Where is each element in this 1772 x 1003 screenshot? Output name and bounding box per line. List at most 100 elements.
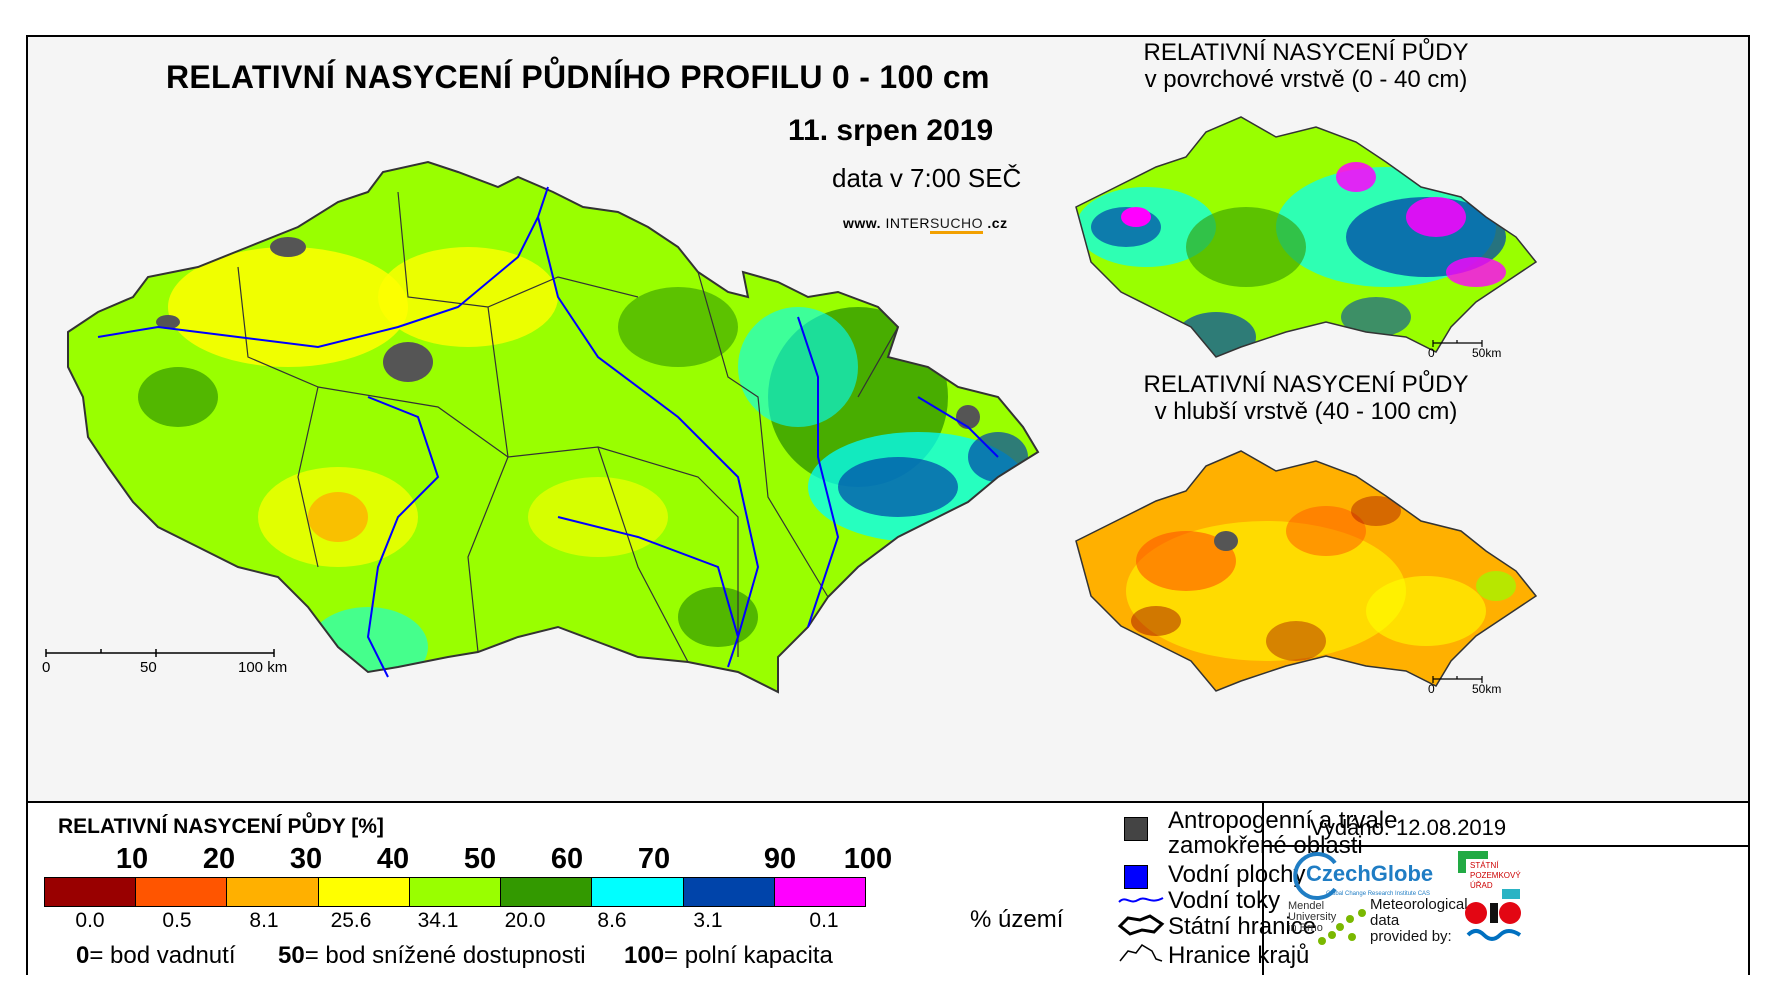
- symbol-state-border: Státní hranice: [1168, 913, 1317, 940]
- map-frame: RELATIVNÍ NASYCENÍ PŮDNÍHO PROFILU 0 - 1…: [26, 35, 1750, 975]
- inset-bottom-scale-bar: [1432, 676, 1483, 683]
- website-brand-b: SUCHO: [929, 215, 983, 234]
- inset-bottom-title-line1: RELATIVNÍ NASYCENÍ PŮDY: [1143, 371, 1469, 398]
- spu-logo-line1: STÁTNÍ: [1470, 861, 1499, 870]
- legend-percent: 20.0: [504, 909, 546, 932]
- legend-note-value: 100: [624, 942, 665, 969]
- map-time: data v 7:00 SEČ: [832, 163, 1022, 193]
- inset-bottom-title-line2: v hlubší vrstvě (40 - 100 cm): [1154, 398, 1458, 425]
- chmi-logo-icon: [1465, 902, 1522, 941]
- legend-threshold: 30: [289, 843, 323, 875]
- mendel-logo-line1: Mendel: [1288, 900, 1325, 912]
- legend-note-text: = polní kapacita: [664, 942, 833, 969]
- meteo-provider-line2: data: [1370, 912, 1400, 929]
- legend-threshold: 40: [376, 843, 410, 875]
- legend-percent-unit: % území: [970, 906, 1064, 933]
- main-scale-label-100: 100 km: [238, 659, 288, 676]
- website-post: .cz: [987, 215, 1008, 231]
- symbol-region-border: Hranice krajů: [1168, 942, 1310, 969]
- website-link[interactable]: www. INTERSUCHO .cz: [843, 215, 1008, 234]
- legend-threshold: 20: [202, 843, 236, 875]
- legend-swatch: [45, 878, 137, 906]
- legend-swatch: [409, 878, 502, 906]
- mendel-logo-icon: [1318, 909, 1366, 945]
- legend-colorbar: [44, 877, 866, 907]
- meteo-provider-line1: Meteorological: [1370, 896, 1468, 913]
- main-scale-bar: [45, 649, 275, 657]
- issued-date: Vydáno: 12.08.2019: [1310, 815, 1507, 840]
- issued-divider: [1264, 845, 1748, 847]
- main-map: [67, 160, 1040, 694]
- legend-percent: 0.5: [162, 909, 192, 932]
- blue-square-icon: [1124, 865, 1148, 889]
- czechglobe-logo-icon: [1293, 852, 1337, 900]
- inset-top-scale-bar: [1432, 340, 1483, 347]
- legend-percent: 3.1: [693, 909, 723, 932]
- legend-swatch: [136, 878, 228, 906]
- legend-note-text: = bod snížené dostupnosti: [304, 942, 586, 969]
- map-title: RELATIVNÍ NASYCENÍ PŮDNÍHO PROFILU 0 - 1…: [166, 59, 990, 95]
- spu-logo-line3: ÚŘAD: [1470, 881, 1493, 890]
- legend-percent: 0.0: [75, 909, 105, 932]
- czechglobe-logo-subtitle: Global Change Research Institute CAS: [1326, 891, 1431, 897]
- spu-logo-accent: [1502, 889, 1520, 899]
- meteo-provider-text: Meteorological data provided by:: [1370, 897, 1468, 945]
- inset-top-scale-0: 0: [1428, 346, 1435, 360]
- river-line-icon: [1118, 897, 1164, 903]
- region-outline-icon: [1119, 944, 1163, 962]
- mendel-logo-line3: in Brno: [1288, 922, 1323, 934]
- mendel-logo-line2: University: [1288, 911, 1337, 923]
- border-outline-icon: [1117, 914, 1165, 936]
- gray-square-icon: [1124, 817, 1148, 841]
- legend-threshold: 70: [637, 843, 671, 875]
- legend-threshold: 60: [550, 843, 584, 875]
- legend-percent: 8.1: [249, 909, 279, 932]
- spu-logo-text: STÁTNÍ POZEMKOVÝ ÚŘAD: [1470, 861, 1521, 891]
- legend-note-reduced: 50= bod snížené dostupnosti: [278, 942, 586, 970]
- legend-percent: 0.1: [809, 909, 839, 932]
- legend-percent: 34.1: [417, 909, 459, 932]
- legend-percent: 25.6: [330, 909, 372, 932]
- legend-note-value: 50: [278, 942, 305, 969]
- symbol-rivers: Vodní toky: [1168, 887, 1281, 914]
- legend-panel: RELATIVNÍ NASYCENÍ PŮDY [%] 10 20 30 40 …: [28, 801, 1748, 975]
- symbol-water-bodies: Vodní plochy: [1168, 861, 1306, 888]
- legend-note-wilting: 0= bod vadnutí: [76, 942, 235, 970]
- legend-swatch: [683, 878, 775, 906]
- inset-top-title: RELATIVNÍ NASYCENÍ PŮDY v povrchové vrst…: [1096, 39, 1516, 93]
- spu-logo-icon: [1458, 851, 1488, 859]
- inset-top-map: [1075, 116, 1538, 358]
- legend-swatch: [592, 878, 684, 906]
- spu-logo-bar: [1458, 851, 1466, 873]
- legend-threshold: 90: [763, 843, 797, 875]
- main-scale-label-0: 0: [42, 659, 51, 676]
- inset-top-title-line2: v povrchové vrstvě (0 - 40 cm): [1144, 66, 1468, 93]
- map-date: 11. srpen 2019: [788, 114, 994, 147]
- legend-threshold: 10: [115, 843, 149, 875]
- website-pre: www.: [843, 215, 882, 231]
- spu-logo-line2: POZEMKOVÝ: [1470, 871, 1521, 880]
- legend-note-text: = bod vadnutí: [89, 942, 236, 969]
- symbol-anthropogenic-line1: Antropogenní a trvale: [1168, 807, 1398, 834]
- legend-swatch: [501, 878, 593, 906]
- inset-top-title-line1: RELATIVNÍ NASYCENÍ PŮDY: [1143, 39, 1469, 66]
- main-scale-label-50: 50: [140, 659, 157, 676]
- inset-bottom-map: [1075, 450, 1538, 692]
- legend-percent: 8.6: [597, 909, 627, 932]
- inset-bottom-title: RELATIVNÍ NASYCENÍ PŮDY v hlubší vrstvě …: [1096, 371, 1516, 425]
- legend-title: RELATIVNÍ NASYCENÍ PŮDY [%]: [58, 815, 384, 838]
- legend-note-value: 0: [76, 942, 90, 969]
- mendel-logo-text: Mendel University in Brno: [1288, 901, 1336, 934]
- inset-top-scale-50: 50km: [1472, 346, 1502, 360]
- legend-swatch: [227, 878, 319, 906]
- inset-bottom-scale-0: 0: [1428, 682, 1435, 696]
- legend-swatch: [318, 878, 410, 906]
- czechglobe-logo-text: CzechGlobe: [1306, 861, 1434, 886]
- legend-threshold: 50: [463, 843, 497, 875]
- inset-bottom-scale-50: 50km: [1472, 682, 1502, 696]
- legend-swatch: [774, 878, 865, 906]
- legend-divider: [1262, 803, 1264, 975]
- legend-note-capacity: 100= polní kapacita: [624, 942, 833, 970]
- website-brand-a: INTER: [885, 215, 930, 231]
- legend-threshold: 100: [843, 843, 893, 875]
